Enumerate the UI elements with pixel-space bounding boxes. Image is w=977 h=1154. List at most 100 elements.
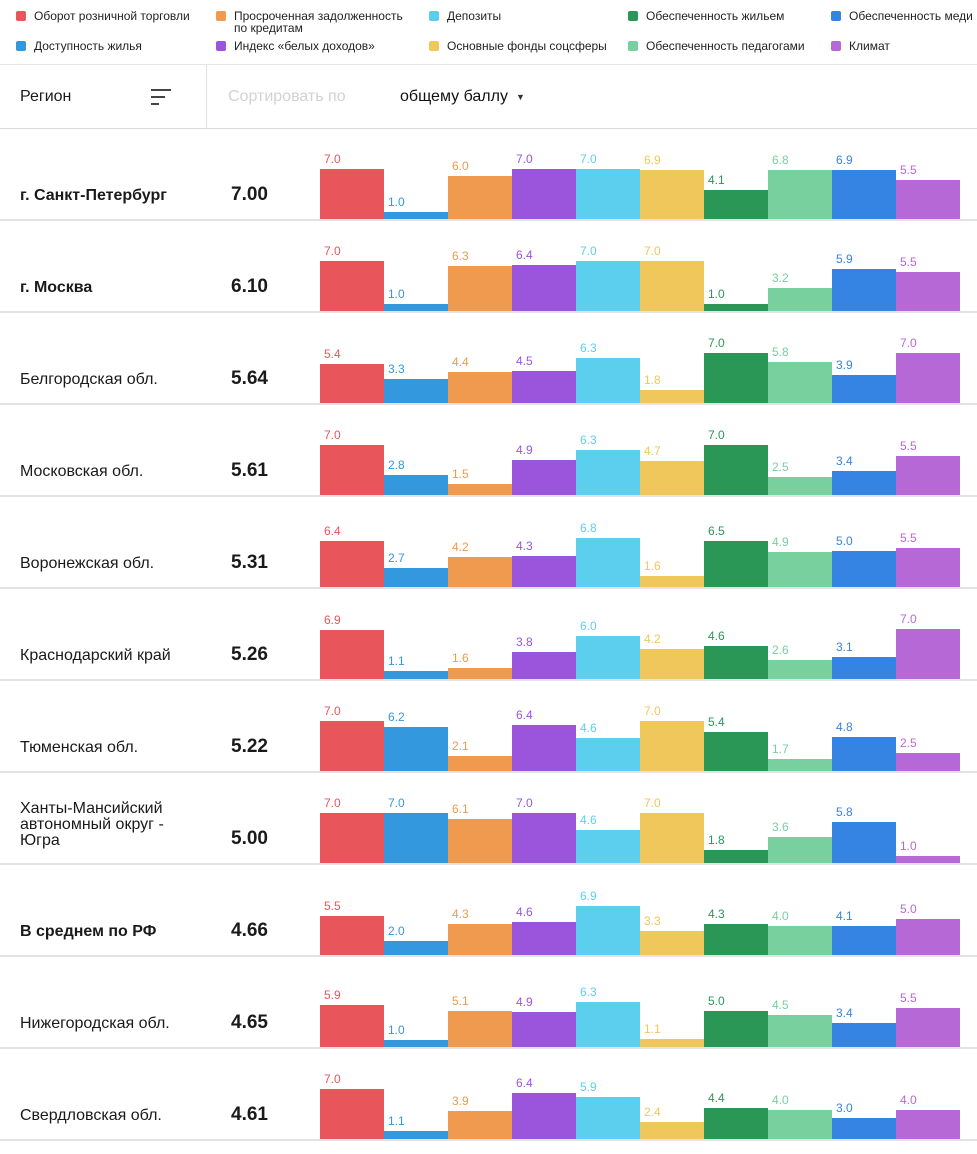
bar-medical[interactable] — [832, 471, 896, 495]
bar-retail[interactable] — [320, 630, 384, 679]
bar-overdue[interactable] — [448, 372, 512, 403]
bar-retail[interactable] — [320, 169, 384, 219]
bar-teachers[interactable] — [768, 552, 832, 587]
bar-housing_supply[interactable] — [704, 1108, 768, 1139]
bar-housing_supply[interactable] — [704, 732, 768, 771]
bar-medical[interactable] — [832, 657, 896, 679]
legend-item-social_assets[interactable]: Основные фонды соцсферы — [429, 40, 607, 52]
sort-icon[interactable] — [150, 88, 172, 106]
bar-social_assets[interactable] — [640, 576, 704, 587]
bar-teachers[interactable] — [768, 1110, 832, 1139]
bar-teachers[interactable] — [768, 660, 832, 679]
sort-select[interactable]: общему баллу ▼ — [400, 88, 525, 106]
bar-housing_supply[interactable] — [704, 304, 768, 311]
bar-social_assets[interactable] — [640, 1122, 704, 1139]
bar-retail[interactable] — [320, 721, 384, 771]
bar-housing_afford[interactable] — [384, 568, 448, 587]
bar-deposits[interactable] — [576, 261, 640, 311]
bar-white_income[interactable] — [512, 725, 576, 771]
bar-overdue[interactable] — [448, 484, 512, 495]
bar-retail[interactable] — [320, 916, 384, 955]
bar-housing_afford[interactable] — [384, 1131, 448, 1139]
bar-climate[interactable] — [896, 753, 960, 771]
bar-social_assets[interactable] — [640, 649, 704, 679]
bar-medical[interactable] — [832, 551, 896, 587]
bar-social_assets[interactable] — [640, 813, 704, 863]
bar-medical[interactable] — [832, 737, 896, 771]
bar-white_income[interactable] — [512, 169, 576, 219]
bar-teachers[interactable] — [768, 477, 832, 495]
bar-deposits[interactable] — [576, 738, 640, 771]
bar-housing_afford[interactable] — [384, 1040, 448, 1047]
bar-overdue[interactable] — [448, 176, 512, 219]
bar-social_assets[interactable] — [640, 261, 704, 311]
bar-teachers[interactable] — [768, 362, 832, 403]
bar-housing_supply[interactable] — [704, 190, 768, 219]
bar-medical[interactable] — [832, 375, 896, 403]
bar-climate[interactable] — [896, 180, 960, 219]
bar-deposits[interactable] — [576, 450, 640, 495]
bar-overdue[interactable] — [448, 756, 512, 771]
bar-medical[interactable] — [832, 269, 896, 311]
bar-housing_supply[interactable] — [704, 646, 768, 679]
bar-housing_afford[interactable] — [384, 813, 448, 863]
bar-deposits[interactable] — [576, 169, 640, 219]
bar-white_income[interactable] — [512, 460, 576, 495]
bar-deposits[interactable] — [576, 636, 640, 679]
bar-white_income[interactable] — [512, 371, 576, 403]
bar-medical[interactable] — [832, 926, 896, 955]
bar-social_assets[interactable] — [640, 931, 704, 955]
bar-housing_afford[interactable] — [384, 941, 448, 955]
bar-climate[interactable] — [896, 629, 960, 679]
bar-climate[interactable] — [896, 548, 960, 587]
bar-deposits[interactable] — [576, 906, 640, 955]
bar-climate[interactable] — [896, 353, 960, 403]
bar-teachers[interactable] — [768, 837, 832, 863]
bar-white_income[interactable] — [512, 813, 576, 863]
bar-deposits[interactable] — [576, 830, 640, 863]
bar-housing_afford[interactable] — [384, 671, 448, 679]
bar-overdue[interactable] — [448, 557, 512, 587]
legend-item-retail[interactable]: Оборот розничной торговли — [16, 10, 190, 22]
bar-medical[interactable] — [832, 822, 896, 863]
bar-social_assets[interactable] — [640, 1039, 704, 1047]
bar-housing_afford[interactable] — [384, 727, 448, 771]
bar-teachers[interactable] — [768, 170, 832, 219]
bar-retail[interactable] — [320, 1005, 384, 1047]
bar-retail[interactable] — [320, 364, 384, 403]
bar-social_assets[interactable] — [640, 390, 704, 403]
bar-white_income[interactable] — [512, 556, 576, 587]
bar-overdue[interactable] — [448, 266, 512, 311]
bar-medical[interactable] — [832, 170, 896, 219]
bar-social_assets[interactable] — [640, 461, 704, 495]
bar-deposits[interactable] — [576, 1097, 640, 1139]
bar-climate[interactable] — [896, 856, 960, 863]
legend-item-housing_supply[interactable]: Обеспеченность жильем — [628, 10, 784, 22]
bar-white_income[interactable] — [512, 652, 576, 679]
bar-retail[interactable] — [320, 541, 384, 587]
bar-deposits[interactable] — [576, 358, 640, 403]
bar-deposits[interactable] — [576, 538, 640, 587]
legend-item-teachers[interactable]: Обеспеченность педагогами — [628, 40, 805, 52]
bar-climate[interactable] — [896, 456, 960, 495]
bar-overdue[interactable] — [448, 819, 512, 863]
bar-housing_supply[interactable] — [704, 353, 768, 403]
bar-teachers[interactable] — [768, 759, 832, 771]
bar-teachers[interactable] — [768, 1015, 832, 1047]
bar-social_assets[interactable] — [640, 170, 704, 219]
bar-teachers[interactable] — [768, 926, 832, 955]
bar-housing_supply[interactable] — [704, 924, 768, 955]
bar-climate[interactable] — [896, 919, 960, 955]
bar-housing_supply[interactable] — [704, 1011, 768, 1047]
legend-item-housing_afford[interactable]: Доступность жилья — [16, 40, 142, 52]
bar-white_income[interactable] — [512, 265, 576, 311]
bar-overdue[interactable] — [448, 924, 512, 955]
bar-climate[interactable] — [896, 272, 960, 311]
bar-social_assets[interactable] — [640, 721, 704, 771]
bar-medical[interactable] — [832, 1023, 896, 1047]
legend-item-white_income[interactable]: Индекс «белых доходов» — [216, 40, 375, 52]
bar-white_income[interactable] — [512, 1093, 576, 1139]
bar-overdue[interactable] — [448, 1011, 512, 1047]
bar-overdue[interactable] — [448, 668, 512, 679]
bar-teachers[interactable] — [768, 288, 832, 311]
